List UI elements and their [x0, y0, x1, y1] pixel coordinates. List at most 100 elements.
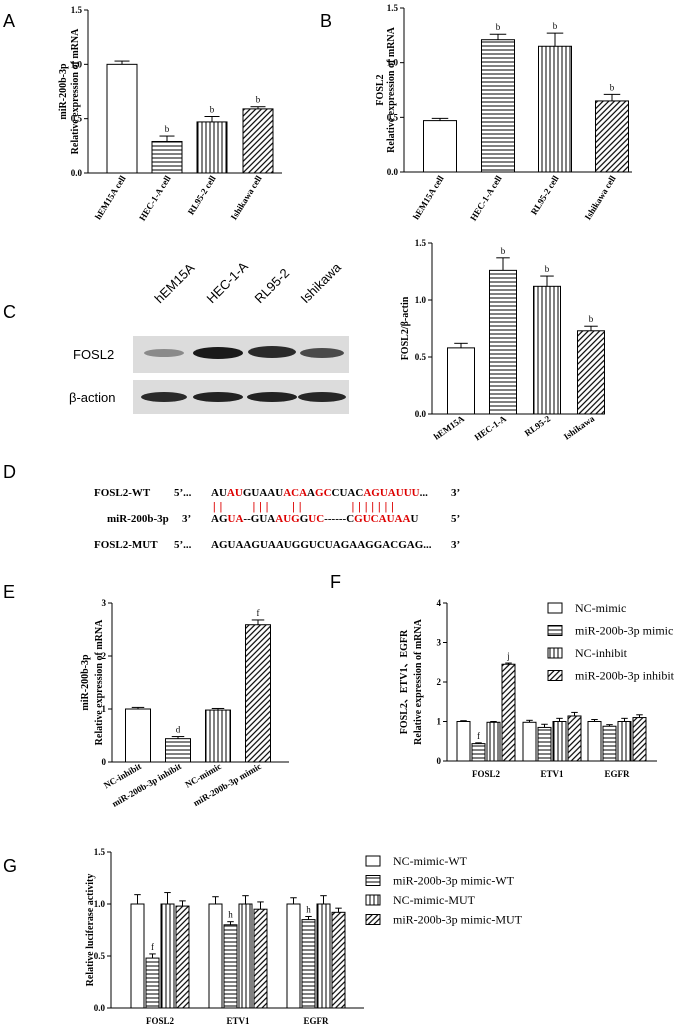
chart-C: 0.0 0.5 1.0 1.5 FOSL2/β-actin hEM15A b HEC-1-A b… [400, 238, 605, 443]
y-tick-label: 0.5 [387, 112, 399, 122]
bar [106, 63, 138, 174]
seq-base: A [407, 539, 415, 551]
seq-base: A [283, 487, 291, 499]
seq-base: - [243, 513, 247, 525]
seq-base: G [365, 539, 374, 551]
seq-base: . [422, 487, 425, 499]
seq-base: - [332, 513, 336, 525]
y-tick-label: 0.5 [415, 352, 427, 362]
significance-letter: b [545, 264, 550, 274]
bar [205, 709, 231, 763]
x-tick-label: RL95-2 [523, 413, 553, 438]
seq-base: A [227, 487, 235, 499]
seq-base: A [357, 539, 365, 551]
seq-base: U [235, 487, 243, 499]
seq-base: U [380, 487, 388, 499]
chart-B: 0.0 0.5 1.0 1.5 FOSL2 Relative expression of … [375, 3, 632, 223]
bar [245, 624, 271, 763]
seq-base: C [316, 513, 324, 525]
y-axis-label: Relative expression of mRNA [70, 28, 81, 154]
seq-base: U [396, 487, 404, 499]
y-tick-label: 0.0 [387, 167, 399, 177]
x-tick-label: RL95-2 cell [186, 173, 218, 216]
seq-base: - [324, 513, 328, 525]
panel-label-e: E [3, 582, 15, 602]
y-axis-label: Relative expression of mRNA [386, 26, 397, 152]
bar [471, 743, 486, 762]
blot-band [144, 349, 184, 357]
x-tick-label: HEC-1-A cell [468, 173, 504, 222]
seq-base: C [390, 539, 398, 551]
significance-letter: f [151, 942, 154, 952]
y-tick-label: 0 [437, 756, 442, 766]
seq-base: U [260, 539, 268, 551]
seq-base: A [379, 513, 387, 525]
bar [538, 45, 572, 173]
x-tick-label: ETV1 [540, 769, 564, 779]
seq-base: A [211, 487, 219, 499]
seq-base: A [333, 539, 341, 551]
seq-base: G [251, 539, 260, 551]
y-axis-label: Relative expression of mRNA [413, 618, 424, 744]
seq-base: G [374, 539, 383, 551]
bar [456, 721, 471, 762]
seq-base: U [387, 513, 395, 525]
seq-fosl2-wt: AUAUGUAAUACAAGCCUACAGUAUUU... [211, 487, 428, 499]
bar [253, 908, 268, 1009]
seq-base: A [211, 513, 219, 525]
seq-base: A [243, 539, 251, 551]
chart-A: 0.0 0.5 1.0 1.5 miR-200b-3p Relative expressi… [58, 5, 282, 223]
bar [145, 957, 160, 1009]
seq-base: G [219, 513, 228, 525]
bar [617, 721, 632, 762]
seq-base: A [267, 487, 275, 499]
legend-label: miR-200b-3p mimic [575, 624, 673, 638]
seq-base: A [267, 513, 275, 525]
seq-base: G [300, 513, 309, 525]
chart-F: 0 1 2 3 4 FOSL2、ETV1、EGFR Relative expression … [399, 598, 657, 779]
y-tick-label: 1.0 [71, 59, 83, 69]
bar [286, 903, 301, 1009]
significance-letter: b [501, 246, 506, 256]
significance-letter: b [610, 82, 615, 92]
y-tick-label: 0.0 [71, 168, 83, 178]
y-axis-label: Relative luciferase activity [85, 874, 96, 987]
seq-base: C [324, 487, 332, 499]
seq-base: . [425, 487, 428, 499]
y-axis-label: FOSL2 [375, 74, 386, 105]
y-axis-label: miR-200b-3p [58, 63, 69, 120]
seq-base: U [275, 487, 283, 499]
significance-letter: b [589, 314, 594, 324]
y-tick-label: 1 [102, 704, 107, 714]
seq-base: G [219, 539, 228, 551]
panel-label-c: C [3, 302, 16, 322]
blot-row-label: FOSL2 [73, 347, 114, 362]
significance-letter: h [306, 904, 311, 914]
seq-base: . [423, 539, 426, 551]
seq-base: G [398, 539, 407, 551]
seq-base: G [354, 513, 363, 525]
legend-label: miR-200b-3p inhibit [575, 669, 675, 683]
bar [151, 140, 183, 174]
seq-row-prefix: 5’... [174, 487, 192, 499]
y-tick-label: 1.5 [387, 3, 399, 13]
legend-swatch [365, 855, 381, 867]
seq-base: G [415, 539, 424, 551]
seq-base: U [410, 513, 418, 525]
blot-lane-label: RL95-2 [252, 265, 293, 306]
bar [533, 285, 561, 415]
bar [331, 911, 346, 1009]
bar [160, 903, 175, 1009]
bar [489, 269, 517, 415]
seq-row-prefix: 5’... [174, 539, 192, 551]
blot-lane-label: Ishikawa [298, 259, 345, 306]
legend-swatch [547, 647, 563, 659]
significance-letter: b [553, 21, 558, 31]
y-tick-label: 0.5 [71, 114, 83, 124]
blot-band [298, 392, 346, 402]
seq-base: U [339, 487, 347, 499]
seq-base: U [309, 539, 317, 551]
seq-base: G [300, 539, 309, 551]
seq-row-prefix: 3’ [182, 513, 191, 525]
blot-row-label: β-action [69, 390, 116, 405]
